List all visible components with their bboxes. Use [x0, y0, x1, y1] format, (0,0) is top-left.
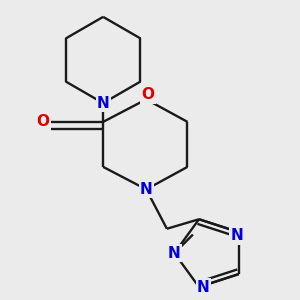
Text: O: O [37, 114, 50, 129]
Text: N: N [140, 182, 153, 197]
Text: N: N [97, 96, 110, 111]
Text: N: N [197, 280, 210, 295]
Text: N: N [231, 228, 243, 243]
Text: O: O [142, 87, 154, 102]
Text: N: N [168, 246, 181, 261]
